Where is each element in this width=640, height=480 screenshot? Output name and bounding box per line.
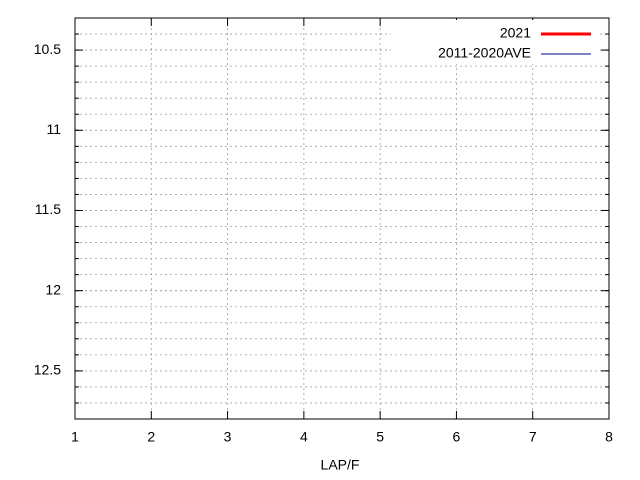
y-tick-label: 12.5 — [34, 362, 61, 378]
y-tick-label: 12 — [45, 281, 61, 297]
y-tick-label: 11 — [46, 121, 61, 137]
x-tick-label: 6 — [453, 429, 461, 445]
x-tick-label: 3 — [224, 429, 232, 445]
y-tick-label: 11.5 — [35, 201, 61, 217]
x-tick-label: 4 — [300, 429, 308, 445]
legend-label: 2011-2020AVE — [438, 45, 531, 61]
y-tick-label: 10.5 — [34, 41, 61, 57]
x-tick-label: 8 — [605, 429, 613, 445]
x-axis-label: LAP/F — [321, 457, 360, 473]
plot-frame — [74, 17, 610, 420]
x-tick-label: 1 — [71, 429, 79, 445]
x-tick-label: 2 — [147, 429, 155, 445]
legend-box — [391, 20, 597, 64]
x-tick-label: 7 — [529, 429, 537, 445]
legend-label: 2021 — [500, 25, 531, 41]
x-tick-label: 5 — [376, 429, 384, 445]
